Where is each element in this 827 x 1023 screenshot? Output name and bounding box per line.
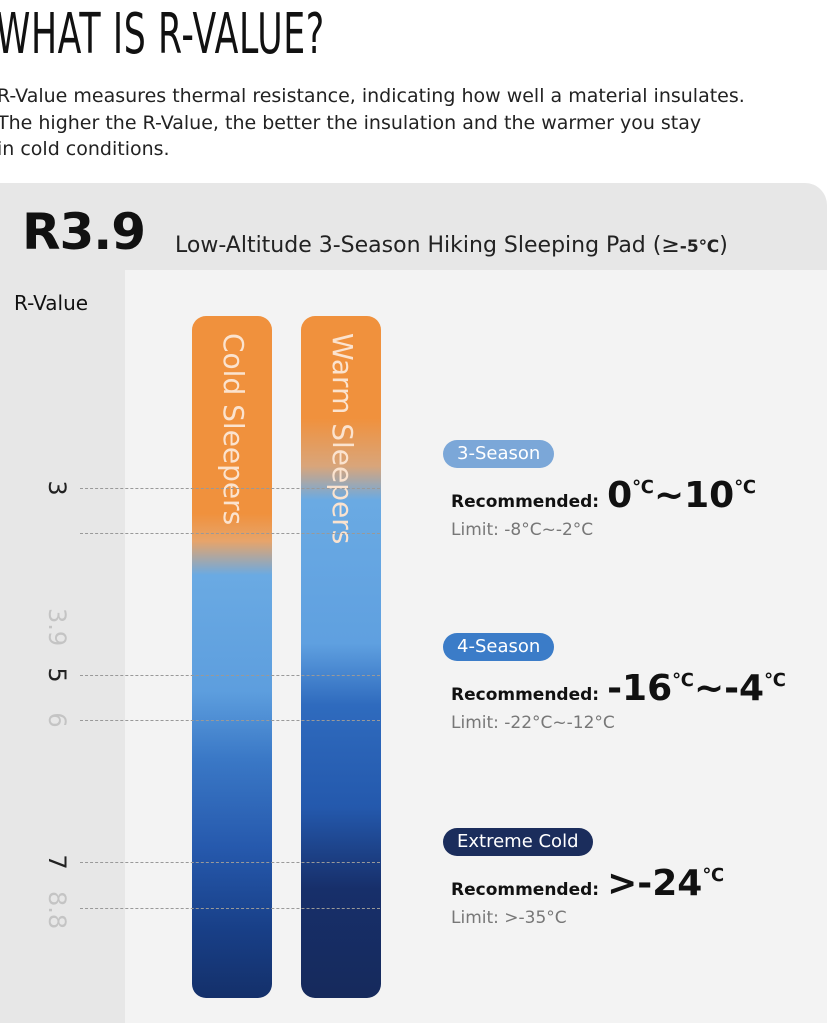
tick-label: 8.8 <box>43 891 71 930</box>
description: The higher the R-Value, the better the i… <box>0 112 702 134</box>
recommended-value: 0℃~10℃ <box>607 475 757 516</box>
subtitle-text: Low-Altitude 3-Season Hiking Sleeping Pa… <box>175 233 680 258</box>
dash-line <box>80 908 380 909</box>
recommended-label: Recommended: <box>451 685 600 705</box>
recommended: Recommended: >-24℃ <box>451 863 724 904</box>
tick-label: 3.9 <box>43 608 71 647</box>
card: R3.9 Low-Altitude 3-Season Hiking Sleepi… <box>0 183 827 1023</box>
bar <box>192 316 272 998</box>
dash-line <box>80 862 380 863</box>
zone-tag: 3-Season <box>443 440 555 468</box>
tick-label: 7 <box>43 854 71 870</box>
bar-label: Warm Sleepers <box>326 333 359 545</box>
recommended-value: -16℃~-4℃ <box>607 668 786 709</box>
recommended-label: Recommended: <box>451 880 600 900</box>
bar <box>301 316 381 998</box>
subtitle: Low-Altitude 3-Season Hiking Sleeping Pa… <box>175 233 728 258</box>
title: WHAT IS R-VALUE? <box>0 2 325 67</box>
description: R-Value measures thermal resistance, ind… <box>0 85 745 107</box>
dash-line <box>80 675 380 676</box>
limit: Limit: -8°C~-2°C <box>451 520 594 540</box>
subtitle-end: ) <box>719 233 728 258</box>
description: in cold conditions. <box>0 138 170 160</box>
recommended-label: Recommended: <box>451 492 600 512</box>
recommended-value: >-24℃ <box>607 863 725 904</box>
zone-tag: Extreme Cold <box>443 828 593 856</box>
recommended: Recommended: -16℃~-4℃ <box>451 668 786 709</box>
zone-tag: 4-Season <box>443 633 555 661</box>
axis-label: R-Value <box>14 291 89 315</box>
dash-line <box>80 720 380 721</box>
bar-label: Cold Sleepers <box>217 333 250 526</box>
dash-line <box>80 533 380 534</box>
tick-label: 6 <box>43 712 71 728</box>
badge: R3.9 <box>22 203 146 261</box>
recommended: Recommended: 0℃~10℃ <box>451 475 756 516</box>
tick-label: 3 <box>43 480 71 496</box>
dash-line <box>80 488 380 489</box>
limit: Limit: >-35°C <box>451 908 567 928</box>
limit: Limit: -22°C~-12°C <box>451 713 615 733</box>
tick-label: 5 <box>43 667 71 683</box>
subtitle-temp: -5℃ <box>679 237 720 257</box>
